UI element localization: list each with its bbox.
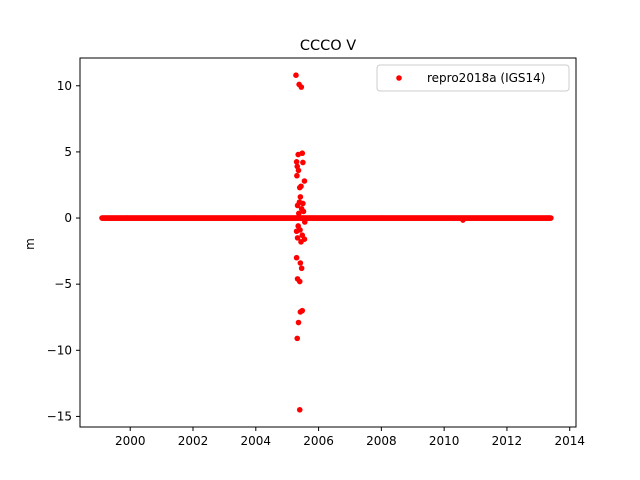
- data-point-outlier: [293, 228, 300, 235]
- x-tick-label: 2000: [115, 434, 146, 448]
- x-tick-label: 2004: [241, 434, 272, 448]
- data-point-outlier: [295, 319, 302, 326]
- data-point-outlier: [294, 172, 300, 179]
- y-tick-label: 0: [64, 211, 72, 225]
- y-axis-label: m: [23, 238, 37, 250]
- data-point-outlier: [300, 208, 307, 215]
- data-point-outlier: [296, 407, 303, 413]
- legend: repro2018a (IGS14): [376, 64, 570, 92]
- data-points: [99, 72, 554, 413]
- x-tick-label: 2012: [492, 434, 523, 448]
- y-tick-label: 10: [57, 79, 72, 93]
- data-point-outlier: [297, 309, 304, 315]
- y-tick-label: −5: [54, 277, 72, 291]
- data-point-outlier: [296, 278, 303, 285]
- data-point-outlier: [296, 210, 302, 217]
- data-point-outlier: [298, 239, 304, 245]
- x-tick-label: 2010: [429, 434, 460, 448]
- data-point-outlier: [297, 194, 304, 200]
- data-point-outlier: [294, 235, 301, 241]
- data-point-outlier: [297, 260, 304, 266]
- data-point-outlier: [293, 159, 300, 165]
- data-point-outlier: [294, 202, 301, 209]
- data-point: [548, 215, 554, 221]
- data-point: [460, 217, 466, 223]
- y-tick-label: −15: [47, 409, 72, 423]
- data-point-outlier: [301, 178, 308, 184]
- data-point-outlier: [293, 254, 300, 261]
- legend-box: [376, 64, 570, 92]
- legend-label: repro2018a (IGS14): [427, 71, 545, 85]
- y-tick-label: 5: [64, 145, 72, 159]
- data-point-outlier: [300, 159, 306, 166]
- y-tick-label: −10: [47, 343, 72, 357]
- x-tick-label: 2002: [178, 434, 209, 448]
- data-point-outlier: [301, 219, 308, 225]
- plot-frame: [79, 57, 577, 428]
- x-tick-label: 2008: [366, 434, 397, 448]
- data-point-outlier: [294, 335, 301, 342]
- axis-ticks: 2000 2002 2004 2006 2008 2010 2012 2014 −15 −10 −5…: [47, 79, 585, 448]
- data-point-outlier: [295, 167, 302, 174]
- x-tick-label: 2006: [303, 434, 334, 448]
- data-point-outlier: [300, 200, 306, 207]
- data-point-outlier: [293, 72, 299, 78]
- data-point-outlier: [299, 150, 306, 157]
- data-point-outlier: [298, 265, 305, 272]
- data-point-outlier: [298, 183, 304, 190]
- data-point-outlier: [298, 84, 305, 90]
- chart-title: CCCO V: [300, 38, 356, 54]
- x-tick-label: 2014: [554, 434, 585, 448]
- legend-marker: [396, 75, 402, 81]
